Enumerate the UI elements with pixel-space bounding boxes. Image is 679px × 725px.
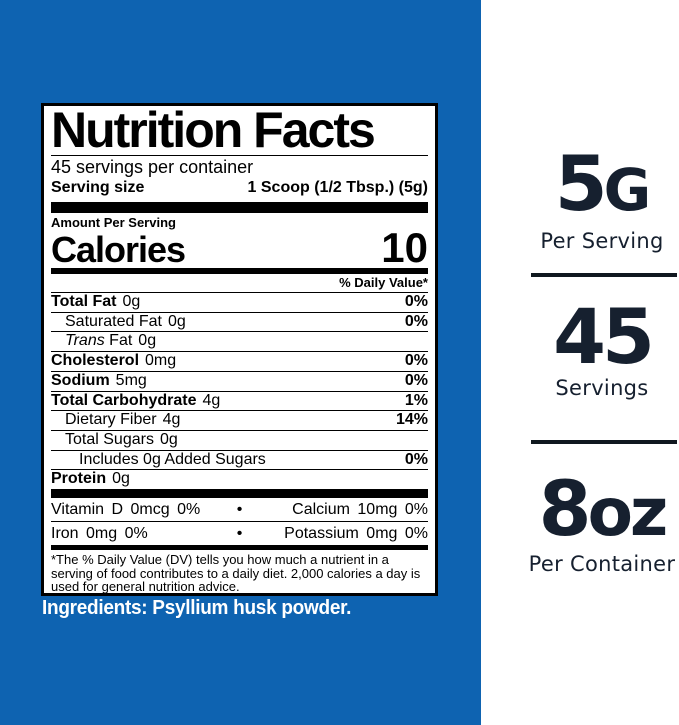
highlight-servings: 45 Servings (527, 299, 677, 401)
daily-value-header: % Daily Value* (51, 274, 428, 293)
grams-unit: G (603, 156, 652, 224)
nutrient-row-trans-fat: Trans Fat 0g (51, 332, 428, 353)
calories-value: 10 (381, 224, 428, 271)
bullet-separator: • (236, 500, 243, 518)
micronutrient-row-1: Vitamin D 0mcg 0% • Calcium 10mg 0% (51, 498, 428, 523)
nutrient-row-saturated-fat: Saturated Fat 0g 0% (51, 313, 428, 333)
nutrient-row-cholesterol: Cholesterol 0mg 0% (51, 352, 428, 372)
container-size: 8oz (538, 464, 669, 553)
label-title: Nutrition Facts (51, 106, 428, 156)
section-divider (531, 440, 677, 444)
nutrient-row-protein: Protein 0g (51, 470, 130, 488)
serving-size-value: 1 Scoop (1/2 Tbsp.) (5g) (247, 179, 428, 196)
separator-bar-footnote (51, 545, 428, 551)
separator-bar-medium (51, 268, 428, 274)
nutrient-row-sodium: Sodium 5mg 0% (51, 372, 428, 392)
calories-label: Calories (51, 229, 186, 270)
highlights-panel: 5G Per Serving 45 Servings 8oz Per Conta… (481, 0, 679, 725)
nutrient-row-added-sugars: Includes 0g Added Sugars 0% (51, 451, 428, 471)
highlight-per-container: 8oz Per Container (527, 471, 677, 577)
nutrient-row-total-fat: Total Fat 0g 0% (51, 293, 428, 313)
micronutrient-row-2: Iron 0mg 0% • Potassium 0mg 0% (51, 524, 428, 542)
per-serving-caption: Per Serving (540, 229, 664, 253)
nutrition-facts-label: Nutrition Facts 45 servings per containe… (41, 103, 438, 596)
separator-bar-protein (51, 489, 428, 499)
nutrient-row-dietary-fiber: Dietary Fiber 4g 14% (51, 411, 428, 431)
amount-per-serving-label: Amount Per Serving (51, 215, 176, 230)
per-container-caption: Per Container (528, 552, 676, 576)
calories-row: Calories 10 (51, 224, 428, 271)
servings-count: 45 (553, 292, 655, 381)
servings-caption: Servings (555, 376, 649, 400)
separator-bar-thick (51, 202, 428, 213)
serving-size-label: Serving size (51, 179, 145, 196)
ounces-unit: oz (587, 474, 669, 551)
serving-size-row: Serving size 1 Scoop (1/2 Tbsp.) (5g) (51, 178, 428, 202)
ingredients-text: Ingredients: Psyllium husk powder. (42, 597, 352, 619)
blue-background-panel: Nutrition Facts 45 servings per containe… (0, 0, 481, 725)
daily-value-footnote: *The % Daily Value (DV) tells you how mu… (51, 552, 421, 595)
nutrient-row-total-carbohydrate: Total Carbohydrate 4g 1% (51, 392, 428, 412)
servings-per-container: 45 servings per container (51, 157, 254, 177)
highlight-per-serving: 5G Per Serving (527, 146, 677, 254)
bullet-separator: • (236, 524, 243, 542)
per-serving-amount: 5G (554, 139, 652, 228)
section-divider (531, 273, 677, 277)
nutrient-row-total-sugars: Total Sugars 0g (51, 431, 428, 451)
